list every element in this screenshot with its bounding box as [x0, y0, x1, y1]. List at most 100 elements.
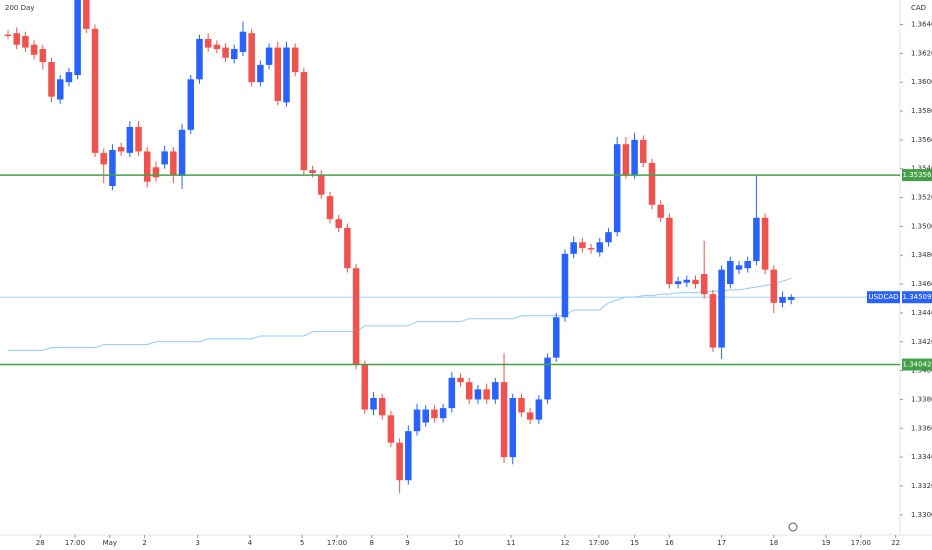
x-tick-label: 17:00 [65, 539, 85, 547]
candle-body [196, 38, 203, 80]
x-tick-label: 19 [822, 539, 831, 547]
x-tick-label: 17:00 [851, 539, 871, 547]
candle-body [579, 242, 586, 249]
candle-body [318, 174, 325, 195]
x-tick-label: 28 [36, 539, 45, 547]
x-tick-label: 10 [454, 539, 463, 547]
candle-body [239, 31, 247, 52]
candle-body [683, 279, 691, 283]
candle-body [161, 151, 168, 165]
y-tick-label: 1.33000 [911, 511, 932, 519]
candle-body [74, 0, 81, 75]
x-tick-label: 9 [405, 539, 409, 547]
candle-body [248, 33, 255, 83]
candle-body [91, 28, 99, 153]
candle-body [109, 149, 116, 187]
candle-body [187, 79, 195, 130]
candle-body [370, 398, 377, 410]
candle-body [518, 398, 525, 413]
y-tick-label: 1.35000 [911, 222, 932, 230]
candle-body [666, 217, 673, 285]
candle-body [718, 269, 725, 348]
candle-body [474, 389, 482, 400]
x-tick-label: 15 [630, 539, 639, 547]
ma-line [8, 277, 792, 351]
candle-body [405, 431, 412, 481]
candle-body [126, 126, 134, 153]
candle-body [727, 261, 734, 285]
x-tick-label: 22 [891, 539, 900, 547]
y-tick-label: 1.34000 [911, 367, 932, 375]
candle-body [178, 129, 186, 176]
candle-body [631, 139, 638, 175]
candle-body [135, 126, 142, 152]
x-tick-label: 16 [665, 539, 674, 547]
candle-body [231, 49, 238, 60]
candle-body [300, 72, 308, 171]
candle-body [552, 317, 560, 358]
candle-body [648, 162, 656, 205]
y-tick-label: 1.34800 [911, 251, 932, 259]
candle-body [465, 382, 473, 400]
y-tick-label: 1.33600 [911, 424, 932, 432]
candle-body [596, 242, 604, 253]
candle-body [692, 279, 699, 285]
candle-body [674, 281, 682, 285]
candle-body [213, 44, 221, 50]
candle-body [143, 151, 151, 182]
y-tick-label: 1.35800 [911, 107, 932, 115]
level-label: 1.34042 [903, 361, 932, 369]
candle-body [204, 38, 212, 48]
level-label: 1.35356 [903, 171, 932, 179]
candle-body [100, 152, 107, 165]
x-tick-label: 2 [142, 539, 146, 547]
candle-body [561, 253, 569, 318]
candle-body [735, 265, 743, 270]
candle-body [761, 217, 769, 270]
candle-body [544, 357, 551, 400]
symbol-label: USDCAD [868, 293, 898, 301]
candle-body [535, 399, 543, 420]
candle-body [413, 409, 421, 432]
y-tick-label: 1.35400 [911, 165, 932, 173]
icon[interactable] [788, 522, 798, 532]
y-tick-label: 1.33800 [911, 395, 932, 403]
candle-body [779, 297, 786, 303]
candle-body [335, 219, 342, 228]
candle-body [222, 47, 229, 58]
candle-body [30, 44, 38, 55]
candle-body [344, 227, 351, 269]
candle-body [587, 248, 595, 250]
candle-body [378, 398, 386, 416]
candle-body [700, 273, 708, 295]
candle-body [13, 33, 20, 45]
candle-body [787, 297, 795, 300]
candle-body [753, 217, 760, 262]
candle-body [709, 294, 717, 348]
x-tick-label: May [103, 539, 117, 547]
x-tick-label: 5 [300, 539, 304, 547]
candle-body [570, 242, 577, 254]
candle-body [309, 170, 316, 174]
candle-body [283, 47, 290, 103]
candle-body [65, 72, 73, 83]
candle-body [448, 377, 456, 409]
candle-body [526, 412, 534, 420]
candle-body [48, 62, 55, 97]
y-tick-label: 1.34400 [911, 309, 932, 317]
last-price-label: 1.34509 [903, 293, 932, 301]
x-tick-label: 11 [507, 539, 516, 547]
x-tick-label: 17:00 [589, 539, 609, 547]
candle-body [4, 34, 12, 37]
y-tick-label: 1.34600 [911, 280, 932, 288]
candle-body [361, 364, 369, 410]
x-tick-label: 17 [717, 539, 726, 547]
symbol-box [867, 291, 900, 304]
y-tick-label: 1.36200 [911, 49, 932, 57]
x-tick-label: 17:00 [327, 539, 347, 547]
y-tick-label: 1.33400 [911, 453, 932, 461]
candle-body [117, 147, 125, 152]
candle-body [422, 409, 429, 423]
y-tick-label: 1.34200 [911, 338, 932, 346]
